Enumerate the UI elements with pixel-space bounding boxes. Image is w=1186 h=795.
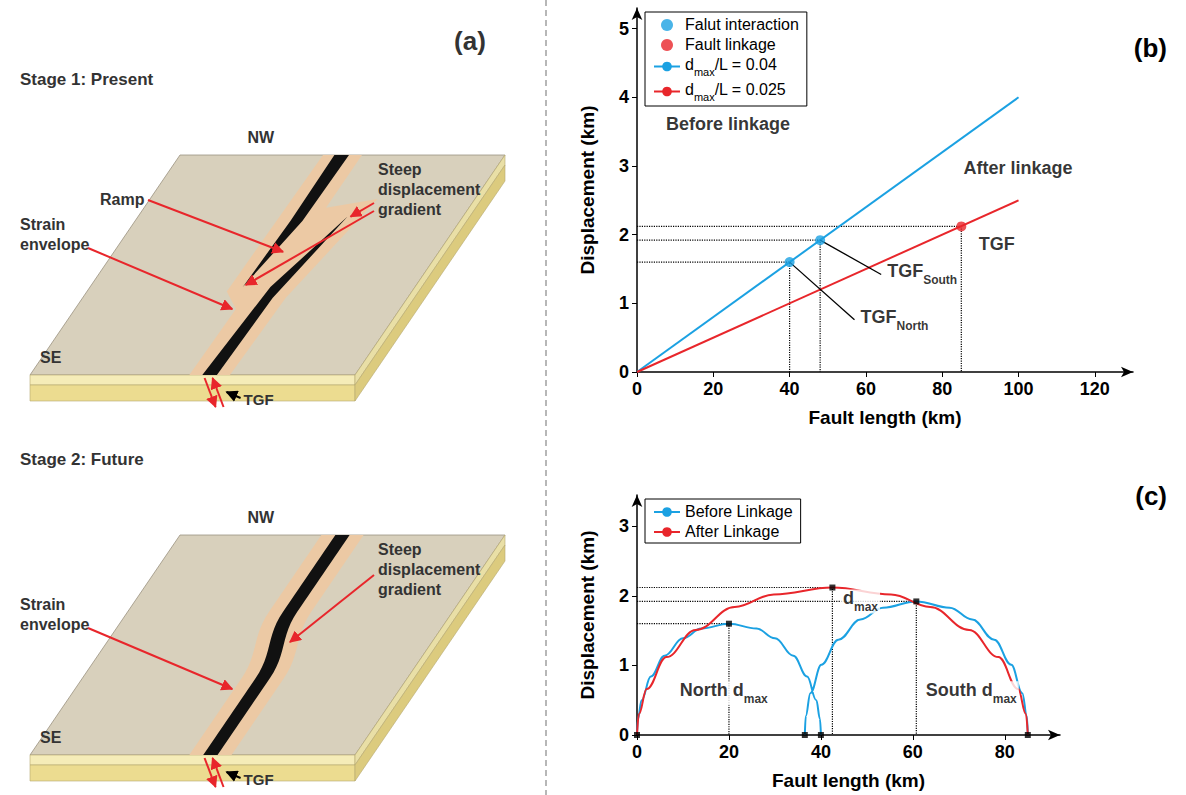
svg-text:Ramp: Ramp (100, 191, 145, 208)
svg-text:max: max (744, 692, 768, 706)
svg-text:0: 0 (632, 742, 642, 762)
svg-text:max: max (993, 692, 1017, 706)
svg-text:80: 80 (932, 379, 952, 399)
svg-text:/L = 0.025: /L = 0.025 (715, 81, 786, 98)
svg-text:Falut interaction: Falut interaction (685, 16, 799, 33)
svg-text:Fault length (km): Fault length (km) (772, 770, 925, 791)
svg-text:TGF: TGF (979, 234, 1015, 254)
svg-text:Displacement (km): Displacement (km) (577, 531, 598, 700)
svg-text:120: 120 (1080, 379, 1110, 399)
svg-text:5: 5 (619, 19, 629, 39)
svg-text:3: 3 (619, 516, 629, 536)
svg-text:SE: SE (40, 729, 62, 746)
svg-text:SE: SE (40, 349, 62, 366)
svg-text:d: d (843, 588, 854, 608)
svg-text:TGF: TGF (244, 771, 274, 788)
svg-text:TGF: TGF (887, 261, 923, 281)
svg-text:20: 20 (719, 742, 739, 762)
svg-text:d: d (685, 56, 694, 73)
svg-text:1: 1 (619, 293, 629, 313)
svg-text:(a): (a) (454, 26, 486, 56)
svg-text:Stage 1: Present: Stage 1: Present (20, 70, 154, 89)
svg-text:TGF: TGF (860, 307, 896, 327)
svg-text:Before Linkage: Before Linkage (685, 503, 793, 520)
svg-text:Stage 2: Future: Stage 2: Future (20, 450, 144, 469)
svg-text:Fault linkage: Fault linkage (685, 36, 776, 53)
svg-text:/L = 0.04: /L = 0.04 (715, 56, 777, 73)
svg-text:Displacement (km): Displacement (km) (577, 106, 598, 275)
svg-text:0: 0 (619, 362, 629, 382)
svg-text:gradient: gradient (378, 201, 442, 218)
svg-text:0: 0 (619, 725, 629, 745)
svg-text:80: 80 (995, 742, 1015, 762)
svg-text:max: max (694, 66, 715, 78)
svg-text:2: 2 (619, 225, 629, 245)
svg-text:South d: South d (926, 680, 993, 700)
svg-text:TGF: TGF (244, 391, 274, 408)
svg-text:4: 4 (619, 87, 629, 107)
svg-text:20: 20 (703, 379, 723, 399)
svg-text:(c): (c) (1135, 481, 1167, 511)
svg-text:envelope: envelope (20, 616, 89, 633)
svg-text:(b): (b) (1134, 33, 1167, 63)
svg-text:envelope: envelope (20, 236, 89, 253)
svg-text:3: 3 (619, 156, 629, 176)
svg-text:Fault length (km): Fault length (km) (808, 407, 961, 428)
svg-text:0: 0 (632, 379, 642, 399)
svg-text:North: North (896, 319, 928, 333)
svg-text:Steep: Steep (378, 541, 422, 558)
svg-text:North d: North d (680, 680, 744, 700)
svg-text:40: 40 (811, 742, 831, 762)
svg-text:max: max (854, 600, 878, 614)
svg-text:After linkage: After linkage (963, 158, 1072, 178)
svg-text:Strain: Strain (20, 216, 65, 233)
svg-text:d: d (685, 81, 694, 98)
svg-text:max: max (694, 91, 715, 103)
svg-text:After Linkage: After Linkage (685, 523, 779, 540)
svg-text:displacement: displacement (378, 561, 481, 578)
svg-text:Steep: Steep (378, 161, 422, 178)
svg-text:NW: NW (248, 509, 276, 526)
svg-text:60: 60 (903, 742, 923, 762)
svg-text:NW: NW (248, 129, 276, 146)
svg-text:2: 2 (619, 586, 629, 606)
svg-text:displacement: displacement (378, 181, 481, 198)
svg-text:60: 60 (856, 379, 876, 399)
svg-text:Before linkage: Before linkage (666, 114, 790, 134)
svg-text:Strain: Strain (20, 596, 65, 613)
svg-text:gradient: gradient (378, 581, 442, 598)
svg-text:100: 100 (1004, 379, 1034, 399)
svg-text:South: South (923, 273, 957, 287)
svg-text:40: 40 (780, 379, 800, 399)
svg-text:1: 1 (619, 655, 629, 675)
